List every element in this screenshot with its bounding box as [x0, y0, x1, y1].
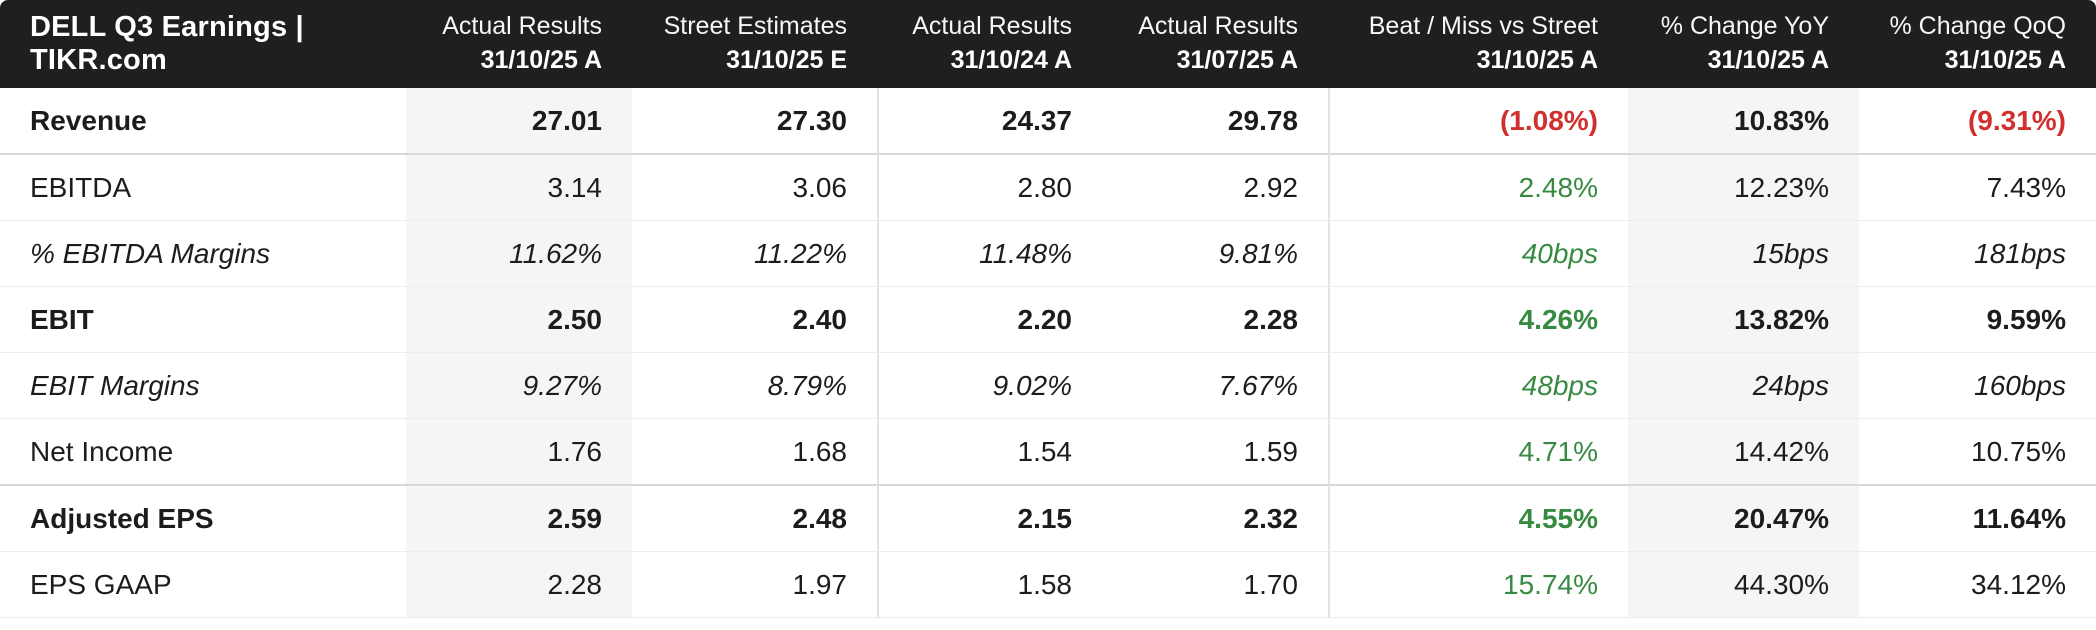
row-label: Revenue	[0, 88, 406, 155]
row-label: EBITDA	[0, 155, 406, 221]
value-cell: 4.26%	[1328, 287, 1628, 353]
value-cell: 44.30%	[1628, 552, 1859, 618]
value-cell: 8.79%	[632, 353, 877, 419]
column-header-actual-results-prior-year: Actual Results 31/10/24 A	[877, 0, 1102, 88]
row-label: % EBITDA Margins	[0, 221, 406, 287]
value-cell: 34.12%	[1859, 552, 2096, 618]
value-cell: 3.14	[406, 155, 632, 221]
value-cell: 1.97	[632, 552, 877, 618]
value-cell: 24.37	[877, 88, 1102, 155]
value-cell: 181bps	[1859, 221, 2096, 287]
value-cell: 4.71%	[1328, 419, 1628, 486]
table-row: Net Income 1.76 1.68 1.54 1.59 4.71% 14.42% 10.…	[0, 419, 2096, 486]
table-row: EBITDA 3.14 3.06 2.80 2.92 2.48% 12.23% 7.43%	[0, 155, 2096, 221]
value-cell: 10.83%	[1628, 88, 1859, 155]
column-header-change-qoq: % Change QoQ 31/10/25 A	[1859, 0, 2096, 88]
column-header-label: Beat / Miss vs Street	[1368, 12, 1598, 41]
value-cell: 2.28	[406, 552, 632, 618]
column-header-label: % Change YoY	[1660, 12, 1829, 41]
value-cell: 2.50	[406, 287, 632, 353]
value-cell: 2.92	[1102, 155, 1328, 221]
value-cell: 29.78	[1102, 88, 1328, 155]
table-row: EPS GAAP 2.28 1.97 1.58 1.70 15.74% 44.30% 34.1…	[0, 552, 2096, 618]
value-cell: 160bps	[1859, 353, 2096, 419]
value-cell: 1.76	[406, 419, 632, 486]
value-cell: 2.48%	[1328, 155, 1628, 221]
column-header-date: 31/10/25 A	[1476, 46, 1598, 74]
value-cell: (1.08%)	[1328, 88, 1628, 155]
value-cell: 11.62%	[406, 221, 632, 287]
column-header-label: Actual Results	[1138, 12, 1298, 41]
value-cell: 13.82%	[1628, 287, 1859, 353]
column-header-date: 31/10/25 A	[1707, 46, 1829, 74]
header-row: DELL Q3 Earnings | TIKR.com Actual Resul…	[0, 0, 2096, 88]
value-cell: 9.02%	[877, 353, 1102, 419]
value-cell: (9.31%)	[1859, 88, 2096, 155]
value-cell: 40bps	[1328, 221, 1628, 287]
table-title: DELL Q3 Earnings | TIKR.com	[0, 0, 406, 88]
value-cell: 14.42%	[1628, 419, 1859, 486]
column-header-label: Street Estimates	[663, 12, 847, 41]
value-cell: 1.70	[1102, 552, 1328, 618]
value-cell: 7.67%	[1102, 353, 1328, 419]
column-header-actual-results-prior-quarter: Actual Results 31/07/25 A	[1102, 0, 1328, 88]
value-cell: 15bps	[1628, 221, 1859, 287]
row-label: EBIT Margins	[0, 353, 406, 419]
column-header-date: 31/10/25 E	[726, 46, 847, 74]
value-cell: 2.40	[632, 287, 877, 353]
value-cell: 24bps	[1628, 353, 1859, 419]
column-header-label: Actual Results	[442, 12, 602, 41]
value-cell: 1.68	[632, 419, 877, 486]
value-cell: 2.32	[1102, 486, 1328, 552]
table-header: DELL Q3 Earnings | TIKR.com Actual Resul…	[0, 0, 2096, 88]
value-cell: 15.74%	[1328, 552, 1628, 618]
column-header-date: 31/10/25 A	[480, 46, 602, 74]
value-cell: 2.48	[632, 486, 877, 552]
value-cell: 2.59	[406, 486, 632, 552]
value-cell: 4.55%	[1328, 486, 1628, 552]
value-cell: 1.59	[1102, 419, 1328, 486]
value-cell: 20.47%	[1628, 486, 1859, 552]
value-cell: 12.23%	[1628, 155, 1859, 221]
value-cell: 11.64%	[1859, 486, 2096, 552]
value-cell: 11.48%	[877, 221, 1102, 287]
column-header-label: Actual Results	[912, 12, 1072, 41]
value-cell: 48bps	[1328, 353, 1628, 419]
value-cell: 7.43%	[1859, 155, 2096, 221]
table-row: Adjusted EPS 2.59 2.48 2.15 2.32 4.55% 20.47% 1…	[0, 486, 2096, 552]
value-cell: 11.22%	[632, 221, 877, 287]
value-cell: 9.81%	[1102, 221, 1328, 287]
value-cell: 10.75%	[1859, 419, 2096, 486]
value-cell: 1.58	[877, 552, 1102, 618]
column-header-change-yoy: % Change YoY 31/10/25 A	[1628, 0, 1859, 88]
value-cell: 9.27%	[406, 353, 632, 419]
table-row: % EBITDA Margins 11.62% 11.22% 11.48% 9.81% 4…	[0, 221, 2096, 287]
row-label: Adjusted EPS	[0, 486, 406, 552]
table-body: Revenue 27.01 27.30 24.37 29.78 (1.08%) 10.83%…	[0, 88, 2096, 618]
column-header-date: 31/10/24 A	[950, 46, 1072, 74]
table-row: EBIT 2.50 2.40 2.20 2.28 4.26% 13.82% 9.59%	[0, 287, 2096, 353]
value-cell: 2.28	[1102, 287, 1328, 353]
row-label: EBIT	[0, 287, 406, 353]
value-cell: 27.01	[406, 88, 632, 155]
value-cell: 2.80	[877, 155, 1102, 221]
column-header-street-estimates: Street Estimates 31/10/25 E	[632, 0, 877, 88]
value-cell: 9.59%	[1859, 287, 2096, 353]
table-row: EBIT Margins 9.27% 8.79% 9.02% 7.67% 48bps 24b…	[0, 353, 2096, 419]
column-header-date: 31/07/25 A	[1176, 46, 1298, 74]
column-header-date: 31/10/25 A	[1944, 46, 2066, 74]
value-cell: 2.20	[877, 287, 1102, 353]
column-header-beat-miss: Beat / Miss vs Street 31/10/25 A	[1328, 0, 1628, 88]
row-label: EPS GAAP	[0, 552, 406, 618]
value-cell: 3.06	[632, 155, 877, 221]
column-header-actual-results-q3: Actual Results 31/10/25 A	[406, 0, 632, 88]
row-label: Net Income	[0, 419, 406, 486]
table-row: Revenue 27.01 27.30 24.37 29.78 (1.08%) 10.83%…	[0, 88, 2096, 155]
value-cell: 27.30	[632, 88, 877, 155]
value-cell: 2.15	[877, 486, 1102, 552]
value-cell: 1.54	[877, 419, 1102, 486]
column-header-label: % Change QoQ	[1889, 12, 2067, 41]
